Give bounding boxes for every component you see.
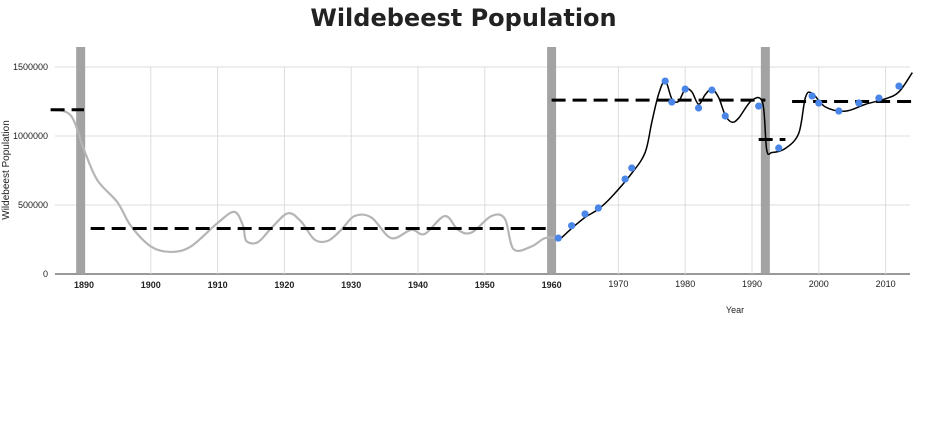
x-tick-label: 1890	[74, 280, 94, 290]
data-point	[661, 77, 669, 85]
y-axis-title: Wildebeest Population	[1, 120, 12, 220]
data-point	[775, 144, 783, 152]
x-tick-label: 1920	[274, 280, 294, 290]
breakpoint-bar	[547, 47, 557, 274]
modern-trend-line	[557, 72, 913, 242]
y-tick-label: 0	[43, 269, 48, 279]
x-tick-label: 1990	[742, 279, 762, 289]
x-tick-label: 1930	[341, 280, 361, 290]
data-point	[694, 104, 703, 112]
data-point	[554, 234, 562, 242]
x-tick-label: 2010	[876, 279, 896, 289]
data-point	[681, 85, 689, 93]
data-point	[808, 92, 816, 100]
x-tick-label: 2000	[809, 279, 829, 289]
x-tick-label: 1910	[208, 280, 228, 290]
x-tick-label: 1940	[408, 280, 428, 290]
data-point	[721, 112, 729, 120]
breakpoint-bar	[760, 47, 770, 274]
data-point	[895, 82, 903, 90]
x-axis-title: Year	[726, 305, 744, 315]
breakpoint-bar	[76, 47, 86, 274]
x-tick-label: 1960	[542, 280, 562, 290]
x-tick-label: 1900	[141, 280, 161, 290]
chart-title: Wildebeest Population	[310, 4, 617, 32]
data-point	[568, 222, 576, 230]
y-tick-label: 1000000	[13, 131, 48, 141]
data-point	[621, 175, 629, 183]
data-point	[581, 210, 589, 218]
data-point	[855, 99, 863, 107]
data-point	[594, 204, 602, 212]
data-point	[835, 107, 843, 115]
data-point	[708, 86, 716, 94]
x-tick-label: 1950	[475, 280, 495, 290]
data-point	[668, 98, 676, 106]
y-tick-label: 500000	[18, 200, 48, 210]
data-point	[755, 102, 763, 110]
data-point	[815, 99, 823, 107]
data-point	[875, 94, 883, 102]
x-tick-label: 1970	[608, 279, 628, 289]
y-tick-label: 1500000	[13, 62, 48, 72]
data-point	[628, 164, 636, 172]
historical-trend-line	[50, 108, 559, 254]
x-tick-label: 1980	[675, 279, 695, 289]
